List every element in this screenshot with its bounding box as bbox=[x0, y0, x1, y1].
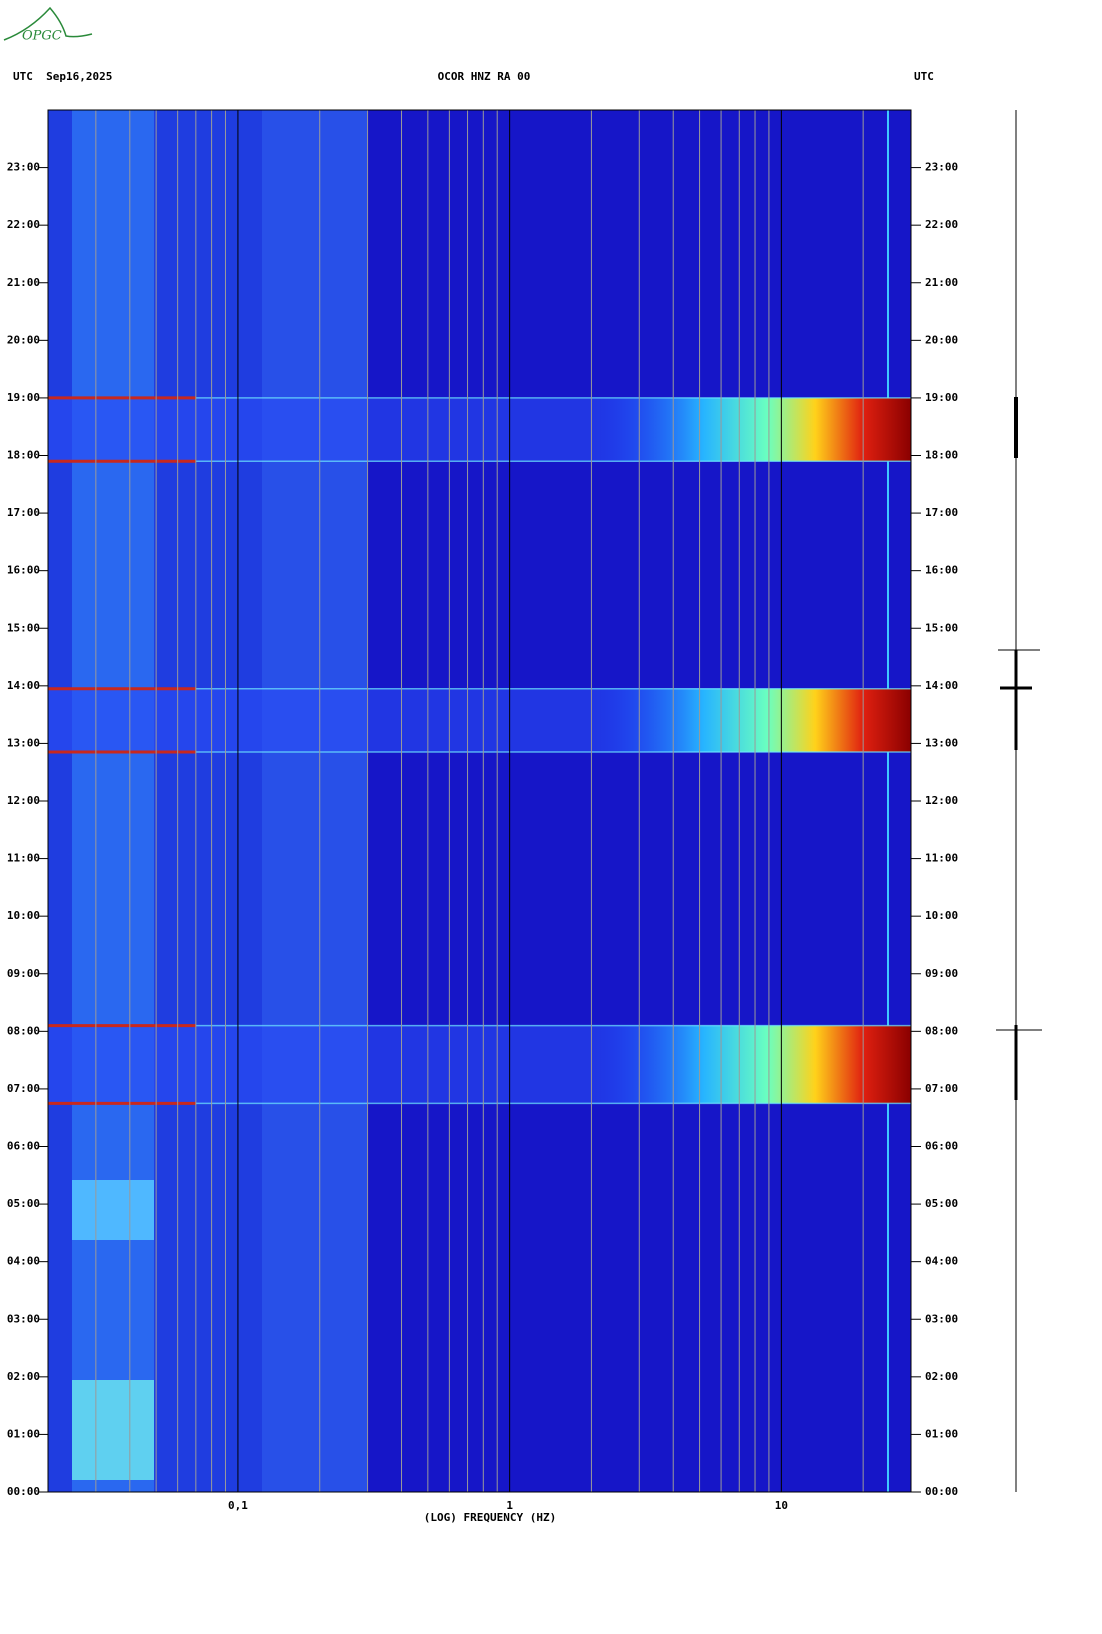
event-energy bbox=[591, 1025, 911, 1104]
microseism-energy bbox=[262, 110, 367, 1492]
y-tick-label: 12:00 bbox=[925, 794, 958, 807]
event-energy bbox=[591, 688, 911, 753]
left-header: UTC Sep16,2025 bbox=[13, 70, 112, 83]
y-tick-label: 22:00 bbox=[925, 218, 958, 231]
y-tick-label: 07:00 bbox=[925, 1082, 958, 1095]
low-frequency-energy bbox=[72, 1180, 154, 1240]
y-tick-label: 18:00 bbox=[925, 449, 958, 462]
y-tick-label: 20:00 bbox=[925, 333, 958, 346]
x-tick-label: 10 bbox=[775, 1499, 788, 1512]
x-axis-label: (LOG) FREQUENCY (HZ) bbox=[424, 1511, 556, 1524]
y-tick-label: 04:00 bbox=[925, 1255, 958, 1268]
y-tick-label: 10:00 bbox=[925, 909, 958, 922]
y-tick-label: 06:00 bbox=[7, 1140, 40, 1153]
y-tick-label: 16:00 bbox=[925, 564, 958, 577]
y-tick-label: 16:00 bbox=[7, 564, 40, 577]
chart-title: OCOR HNZ RA 00 bbox=[438, 70, 531, 83]
right-header: UTC bbox=[914, 70, 934, 83]
y-tick-label: 21:00 bbox=[7, 276, 40, 289]
y-tick-label: 13:00 bbox=[925, 736, 958, 749]
x-tick-label: 0,1 bbox=[228, 1499, 248, 1512]
y-tick-label: 17:00 bbox=[925, 506, 958, 519]
y-tick-label: 20:00 bbox=[7, 333, 40, 346]
low-frequency-energy bbox=[72, 1380, 154, 1480]
plot-frame bbox=[47, 109, 912, 1493]
y-tick-label: 06:00 bbox=[925, 1140, 958, 1153]
y-tick-label: 08:00 bbox=[925, 1024, 958, 1037]
y-tick-label: 04:00 bbox=[7, 1255, 40, 1268]
logo: OPGC bbox=[22, 29, 62, 44]
y-tick-label: 00:00 bbox=[7, 1485, 40, 1498]
y-tick-label: 03:00 bbox=[7, 1312, 40, 1325]
y-tick-label: 15:00 bbox=[925, 621, 958, 634]
y-tick-label: 08:00 bbox=[7, 1024, 40, 1037]
y-tick-label: 19:00 bbox=[925, 391, 958, 404]
y-tick-label: 03:00 bbox=[925, 1312, 958, 1325]
y-tick-label: 23:00 bbox=[7, 161, 40, 174]
event-energy bbox=[591, 397, 911, 462]
y-tick-label: 11:00 bbox=[925, 852, 958, 865]
y-tick-label: 02:00 bbox=[7, 1370, 40, 1383]
low-frequency-energy bbox=[72, 110, 154, 1492]
y-tick-label: 10:00 bbox=[7, 909, 40, 922]
y-tick-label: 12:00 bbox=[7, 794, 40, 807]
y-tick-label: 05:00 bbox=[7, 1197, 40, 1210]
y-tick-label: 05:00 bbox=[925, 1197, 958, 1210]
y-tick-label: 23:00 bbox=[925, 161, 958, 174]
y-tick-label: 15:00 bbox=[7, 621, 40, 634]
y-tick-label: 13:00 bbox=[7, 736, 40, 749]
y-tick-label: 01:00 bbox=[925, 1427, 958, 1440]
y-tick-label: 17:00 bbox=[7, 506, 40, 519]
y-tick-label: 14:00 bbox=[925, 679, 958, 692]
y-tick-label: 14:00 bbox=[7, 679, 40, 692]
y-tick-label: 02:00 bbox=[925, 1370, 958, 1383]
y-tick-label: 22:00 bbox=[7, 218, 40, 231]
logo-swoosh bbox=[3, 6, 93, 41]
y-tick-label: 21:00 bbox=[925, 276, 958, 289]
y-tick-label: 19:00 bbox=[7, 391, 40, 404]
y-tick-label: 09:00 bbox=[925, 967, 958, 980]
y-tick-label: 07:00 bbox=[7, 1082, 40, 1095]
y-tick-label: 01:00 bbox=[7, 1427, 40, 1440]
y-tick-label: 00:00 bbox=[925, 1485, 958, 1498]
y-tick-label: 09:00 bbox=[7, 967, 40, 980]
y-tick-label: 18:00 bbox=[7, 449, 40, 462]
x-tick-label: 1 bbox=[506, 1499, 513, 1512]
y-tick-label: 11:00 bbox=[7, 852, 40, 865]
